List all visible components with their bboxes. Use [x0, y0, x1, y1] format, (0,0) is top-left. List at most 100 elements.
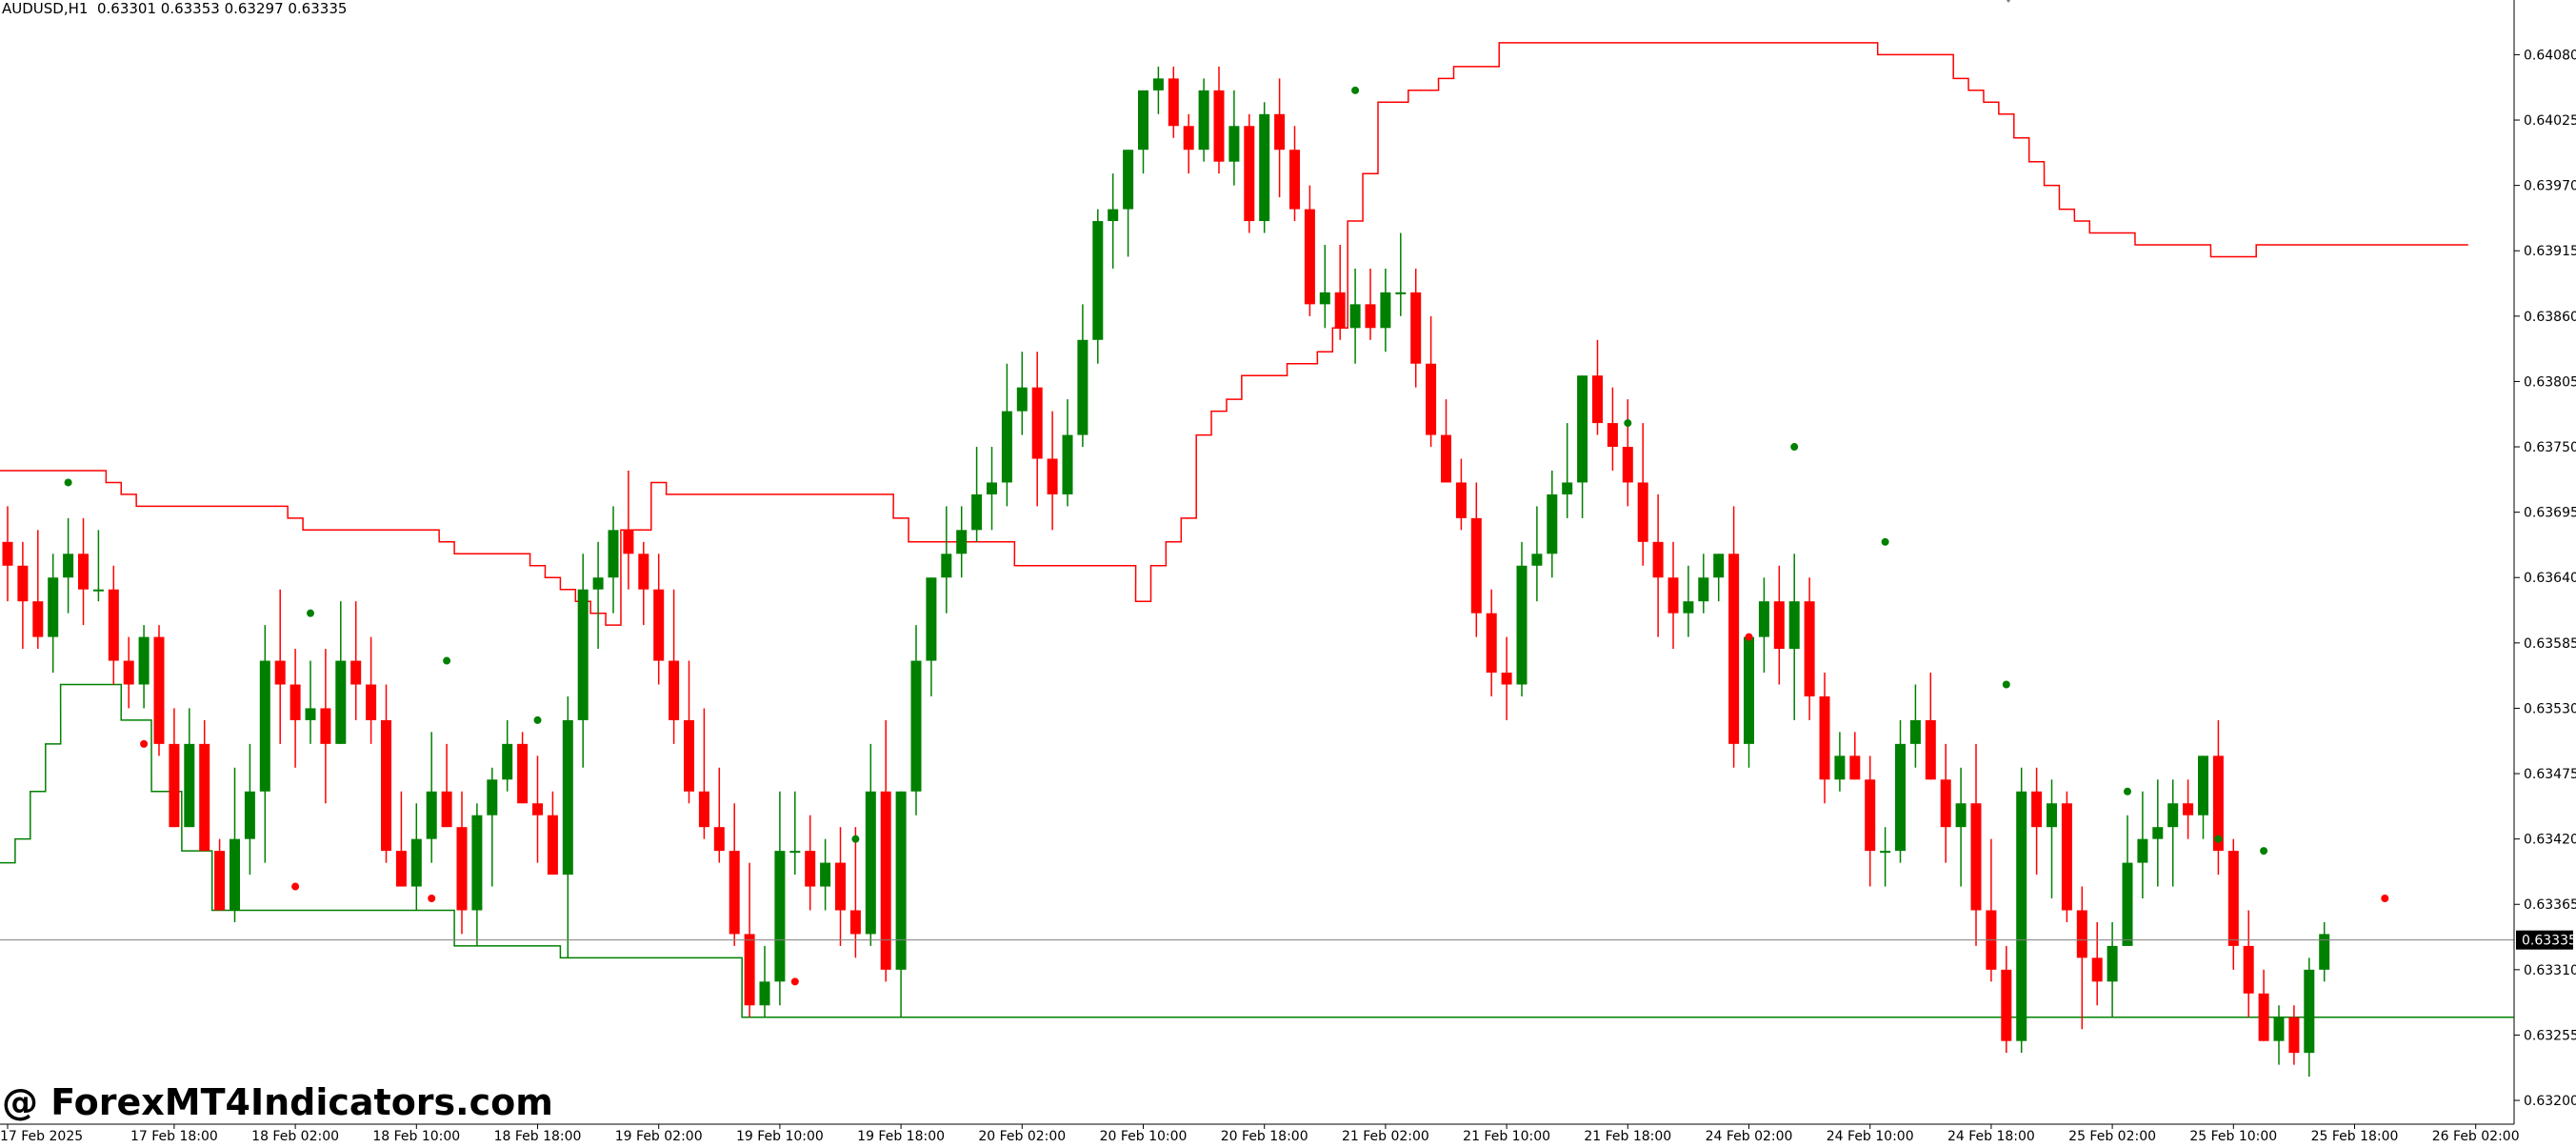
candle-body [1909, 719, 1921, 744]
candle [623, 470, 634, 590]
candle [2167, 779, 2179, 887]
candle [1607, 387, 1618, 471]
candle-body [1652, 541, 1664, 578]
candle-body [92, 589, 104, 592]
candle [230, 767, 240, 922]
candle-body [910, 660, 922, 792]
candle [2198, 755, 2208, 839]
candle-body [880, 791, 891, 970]
candle-body [1349, 304, 1361, 329]
candle [259, 625, 270, 863]
candle [2273, 1005, 2285, 1065]
candle-body [562, 719, 573, 876]
candle [759, 945, 770, 1017]
candle-body [2, 541, 13, 566]
candle-body [1698, 577, 1709, 602]
candle [1788, 554, 1800, 720]
candle-body [1304, 209, 1315, 305]
signal-dot [307, 609, 314, 617]
candle [2091, 921, 2103, 1006]
candle-body [1880, 851, 1891, 854]
candle [471, 803, 483, 946]
current-price-label: 0.63335 [2522, 934, 2576, 949]
candle [987, 447, 997, 531]
candle [1516, 541, 1528, 696]
candle-body [547, 815, 558, 876]
candle [1849, 732, 1861, 780]
candle [78, 517, 89, 626]
current-price-tag [2516, 930, 2573, 950]
signal-dot [428, 895, 436, 903]
price-tick-label: 0.63805 [2524, 374, 2576, 390]
candle [2183, 779, 2194, 839]
candle-body [941, 554, 952, 578]
candle [320, 649, 331, 804]
candle-body [2258, 993, 2269, 1041]
candle [1259, 102, 1270, 233]
candle-body [1274, 113, 1286, 151]
candle [441, 743, 452, 828]
time-tick-label: 26 Feb 02:00 [2432, 1129, 2520, 1144]
candle [1092, 209, 1104, 364]
candle [562, 695, 573, 958]
candle [1773, 565, 1785, 685]
candle-body [577, 589, 589, 720]
time-axis[interactable]: 17 Feb 2025 17 Feb 18:00 18 Feb 02:00 18 Fe… [0, 1123, 2520, 1144]
candle [2061, 791, 2072, 922]
price-tick-label: 0.63750 [2524, 440, 2576, 455]
price-tick-label: 0.63310 [2524, 963, 2576, 978]
candle [1455, 458, 1467, 531]
candle-body [2319, 934, 2330, 970]
chart-shift-icon[interactable] [2002, 0, 2015, 8]
candle-body [729, 851, 740, 935]
candle [910, 625, 922, 816]
candle [1183, 113, 1194, 174]
signal-dot [2260, 847, 2268, 856]
candle [366, 636, 377, 744]
candle-body [1865, 779, 1876, 852]
time-tick-label: 19 Feb 02:00 [615, 1129, 703, 1144]
candle-body [849, 910, 861, 935]
candle-body [1744, 636, 1754, 744]
candle [1077, 304, 1088, 448]
candle-body [669, 660, 680, 720]
candle [895, 791, 907, 1017]
candle [1970, 743, 1982, 946]
candle [1758, 577, 1769, 674]
candle [820, 838, 831, 911]
candle-body [320, 708, 331, 744]
candle-body [956, 530, 968, 554]
candle-body [2122, 862, 2133, 946]
signal-dot [609, 550, 617, 558]
candle [153, 625, 165, 756]
candle [2137, 791, 2148, 899]
candle [2016, 767, 2027, 1054]
candle-body [1819, 695, 1830, 780]
price-tick-label: 0.63530 [2524, 701, 2576, 716]
candle-body [1365, 304, 1376, 329]
signal-dot [851, 835, 860, 843]
candle-body [1758, 601, 1769, 637]
candle [1925, 673, 1936, 780]
price-axis[interactable]: 0.64080 0.64025 0.63970 0.63915 0.63860 0.638… [2513, 0, 2576, 1124]
candle [410, 803, 422, 911]
candle-body [1637, 482, 1648, 542]
candle-body [63, 554, 74, 578]
candle [1698, 554, 1709, 614]
candle [774, 791, 786, 1006]
time-tick-label: 18 Feb 18:00 [494, 1129, 582, 1144]
candle-body [1183, 126, 1194, 151]
candle [1683, 565, 1694, 637]
candle-body [820, 862, 831, 887]
candle [865, 743, 876, 946]
ohlc-quote: 0.63301 0.63353 0.63297 0.63335 [96, 0, 348, 17]
price-tick-label: 0.63200 [2524, 1094, 2576, 1109]
candle [1880, 827, 1891, 887]
candle [17, 541, 29, 650]
candle-body [1577, 375, 1588, 483]
candle-body [1152, 78, 1164, 91]
candle [1380, 268, 1391, 352]
candle [1713, 554, 1725, 602]
